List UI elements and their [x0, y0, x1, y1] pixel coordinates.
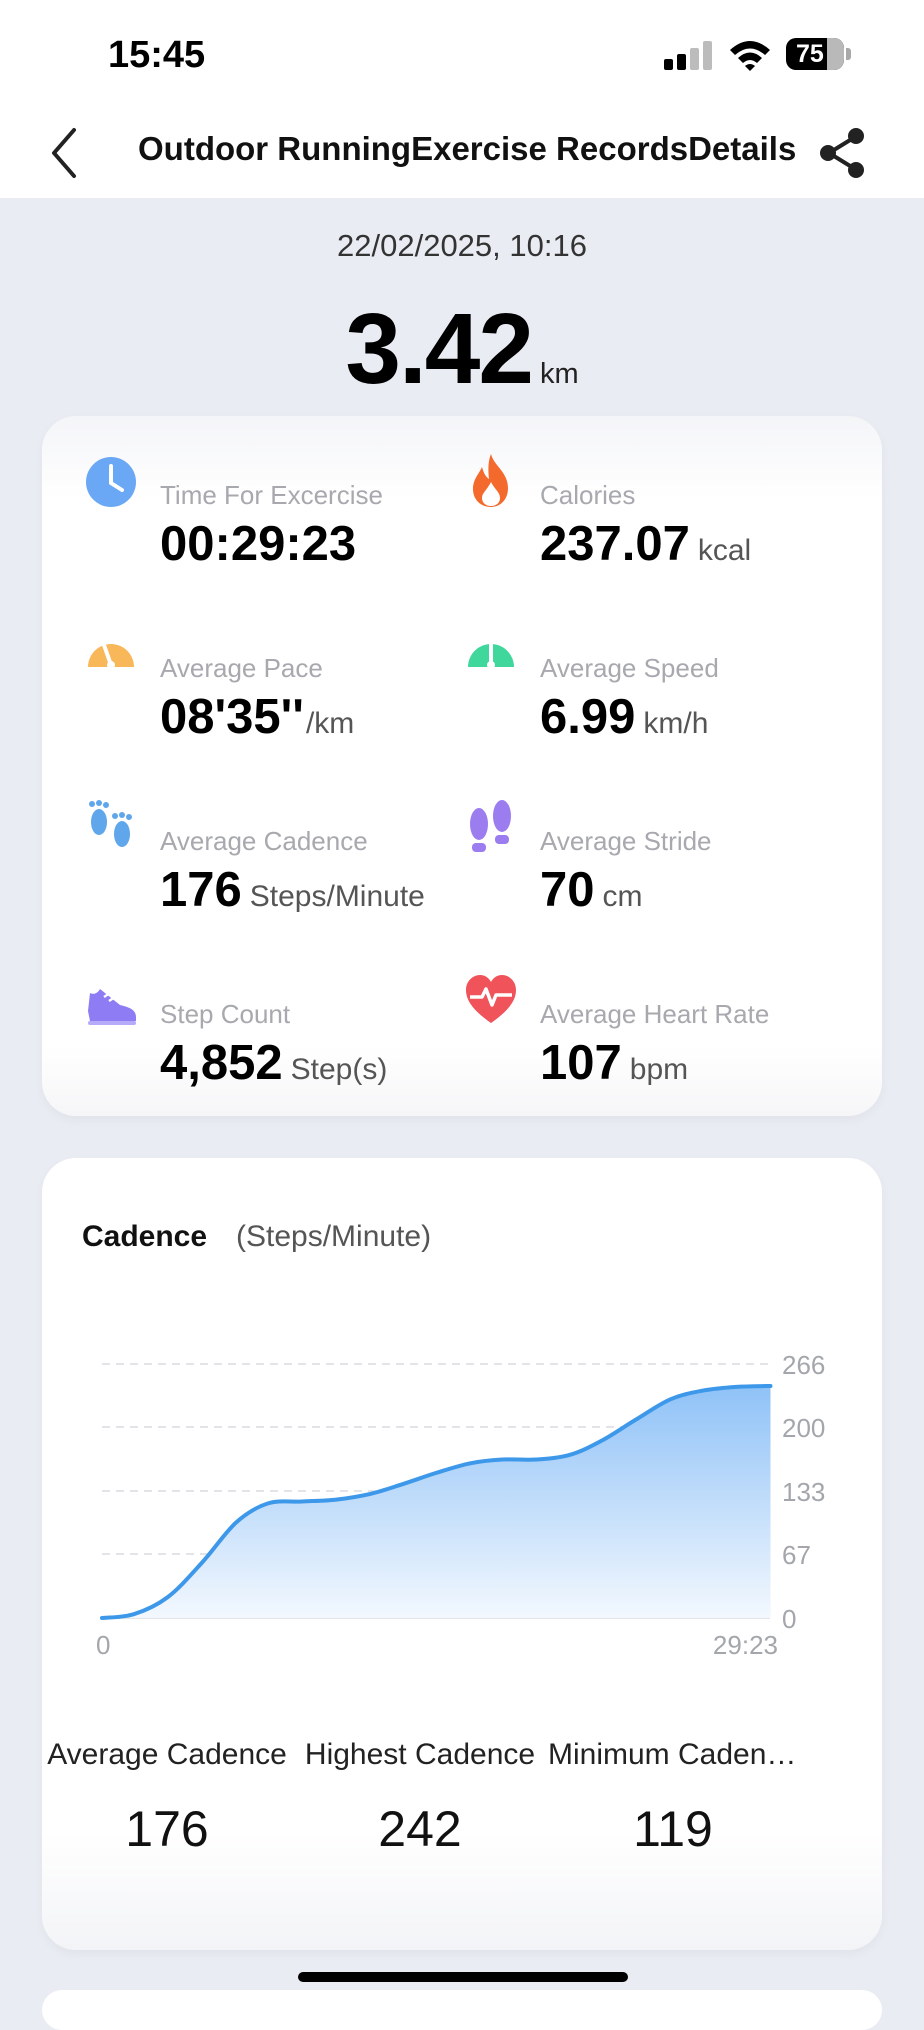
speed-gauge-icon: [468, 641, 514, 669]
stat-value: 176: [160, 863, 242, 917]
heart-rate-icon: [466, 975, 516, 1023]
stat-unit: kcal: [697, 534, 752, 567]
stat-value: 6.99: [540, 690, 636, 744]
stat-label: Average Speed: [540, 653, 719, 683]
clock-icon: [86, 457, 136, 507]
flame-icon: [473, 454, 508, 507]
metric-minimum-cadence: Minimum Cadence 119: [548, 1738, 798, 1858]
metric-value: 176: [125, 1801, 209, 1857]
stat-label: Calories: [540, 480, 636, 510]
chart-unit-label: (Steps/Minute): [236, 1220, 432, 1253]
stat-unit: cm: [602, 880, 643, 913]
metric-label: Minimum Cadence: [548, 1738, 798, 1771]
battery-indicator: 75: [786, 38, 844, 70]
cellular-signal-icon: [664, 40, 712, 70]
stat-unit: Step(s): [290, 1053, 388, 1086]
home-indicator[interactable]: [298, 1972, 628, 1982]
stat-unit: km/h: [643, 707, 709, 740]
x-tick-label: 29:23: [713, 1630, 778, 1660]
stat-value: 4,852: [160, 1036, 283, 1090]
stat-value: 107: [540, 1036, 622, 1090]
sneaker-icon: [88, 989, 136, 1025]
y-tick-label: 67: [782, 1540, 811, 1570]
next-card-peek: [42, 1990, 882, 2030]
stat-value: 70: [540, 863, 595, 917]
stat-value: 08'35'': [160, 690, 304, 744]
stat-calories: Calories 237.07 kcal: [422, 430, 812, 571]
stat-cadence: Average Cadence 176 Steps/Minute: [42, 776, 432, 917]
status-time: 15:45: [108, 34, 206, 76]
distance-summary: 3.42 km: [0, 292, 924, 407]
nav-bar: Outdoor RunningExercise RecordsDetails: [0, 108, 924, 198]
status-bar: 15:45 75: [0, 0, 924, 108]
stats-card: Time For Excercise 00:29:23 Calories 237…: [42, 416, 882, 1116]
distance-unit: km: [539, 358, 579, 390]
battery-tip: [846, 48, 851, 60]
workout-datetime: 22/02/2025, 10:16: [337, 228, 587, 263]
metric-highest-cadence: Highest Cadence 242: [295, 1738, 545, 1858]
metric-label: Highest Cadence: [304, 1738, 536, 1771]
shoe-prints-icon: [470, 800, 511, 852]
stat-unit: /km: [305, 707, 355, 740]
footprints-icon: [89, 800, 132, 847]
cadence-line: [100, 1384, 773, 1620]
distance-value: 3.42: [345, 293, 534, 405]
stat-label: Step Count: [160, 999, 291, 1029]
stat-steps: Step Count 4,852 Step(s): [42, 949, 432, 1090]
stat-heart-rate: Average Heart Rate 107 bpm: [422, 949, 812, 1090]
metric-value: 242: [378, 1801, 462, 1857]
y-tick-label: 266: [782, 1350, 825, 1380]
stat-label: Average Cadence: [160, 826, 368, 856]
share-icon[interactable]: [816, 126, 870, 180]
back-chevron-icon[interactable]: [44, 124, 84, 182]
chart-title: Cadence: [82, 1220, 208, 1253]
stat-label: Time For Excercise: [160, 480, 383, 510]
metric-label: Average Cadence: [47, 1738, 287, 1771]
stat-unit: bpm: [629, 1053, 689, 1086]
cadence-area: [102, 1386, 771, 1618]
stat-label: Average Heart Rate: [540, 999, 770, 1029]
stat-pace: Average Pace 08'35''/km: [42, 603, 432, 744]
y-tick-label: 0: [782, 1604, 796, 1634]
wifi-icon: [730, 41, 770, 71]
metric-value: 119: [633, 1801, 713, 1857]
stat-unit: Steps/Minute: [249, 880, 425, 913]
stat-value: 237.07: [540, 517, 690, 571]
y-tick-label: 200: [782, 1413, 825, 1443]
stat-label: Average Stride: [540, 826, 712, 856]
y-tick-label: 133: [782, 1477, 825, 1507]
pace-gauge-icon: [88, 643, 134, 669]
stat-label: Average Pace: [160, 653, 323, 683]
stat-time: Time For Excercise 00:29:23: [42, 430, 432, 571]
cadence-card: Cadence (Steps/Minute) 0 67 133 200 266 0 29:2…: [42, 1158, 882, 1950]
stat-speed: Average Speed 6.99 km/h: [422, 603, 812, 744]
stat-stride: Average Stride 70 cm: [422, 776, 812, 917]
x-tick-label: 0: [96, 1630, 110, 1660]
stat-value: 00:29:23: [160, 517, 357, 571]
metric-average-cadence: Average Cadence 176: [42, 1738, 292, 1858]
page-title: Outdoor RunningExercise RecordsDetails: [138, 130, 797, 167]
